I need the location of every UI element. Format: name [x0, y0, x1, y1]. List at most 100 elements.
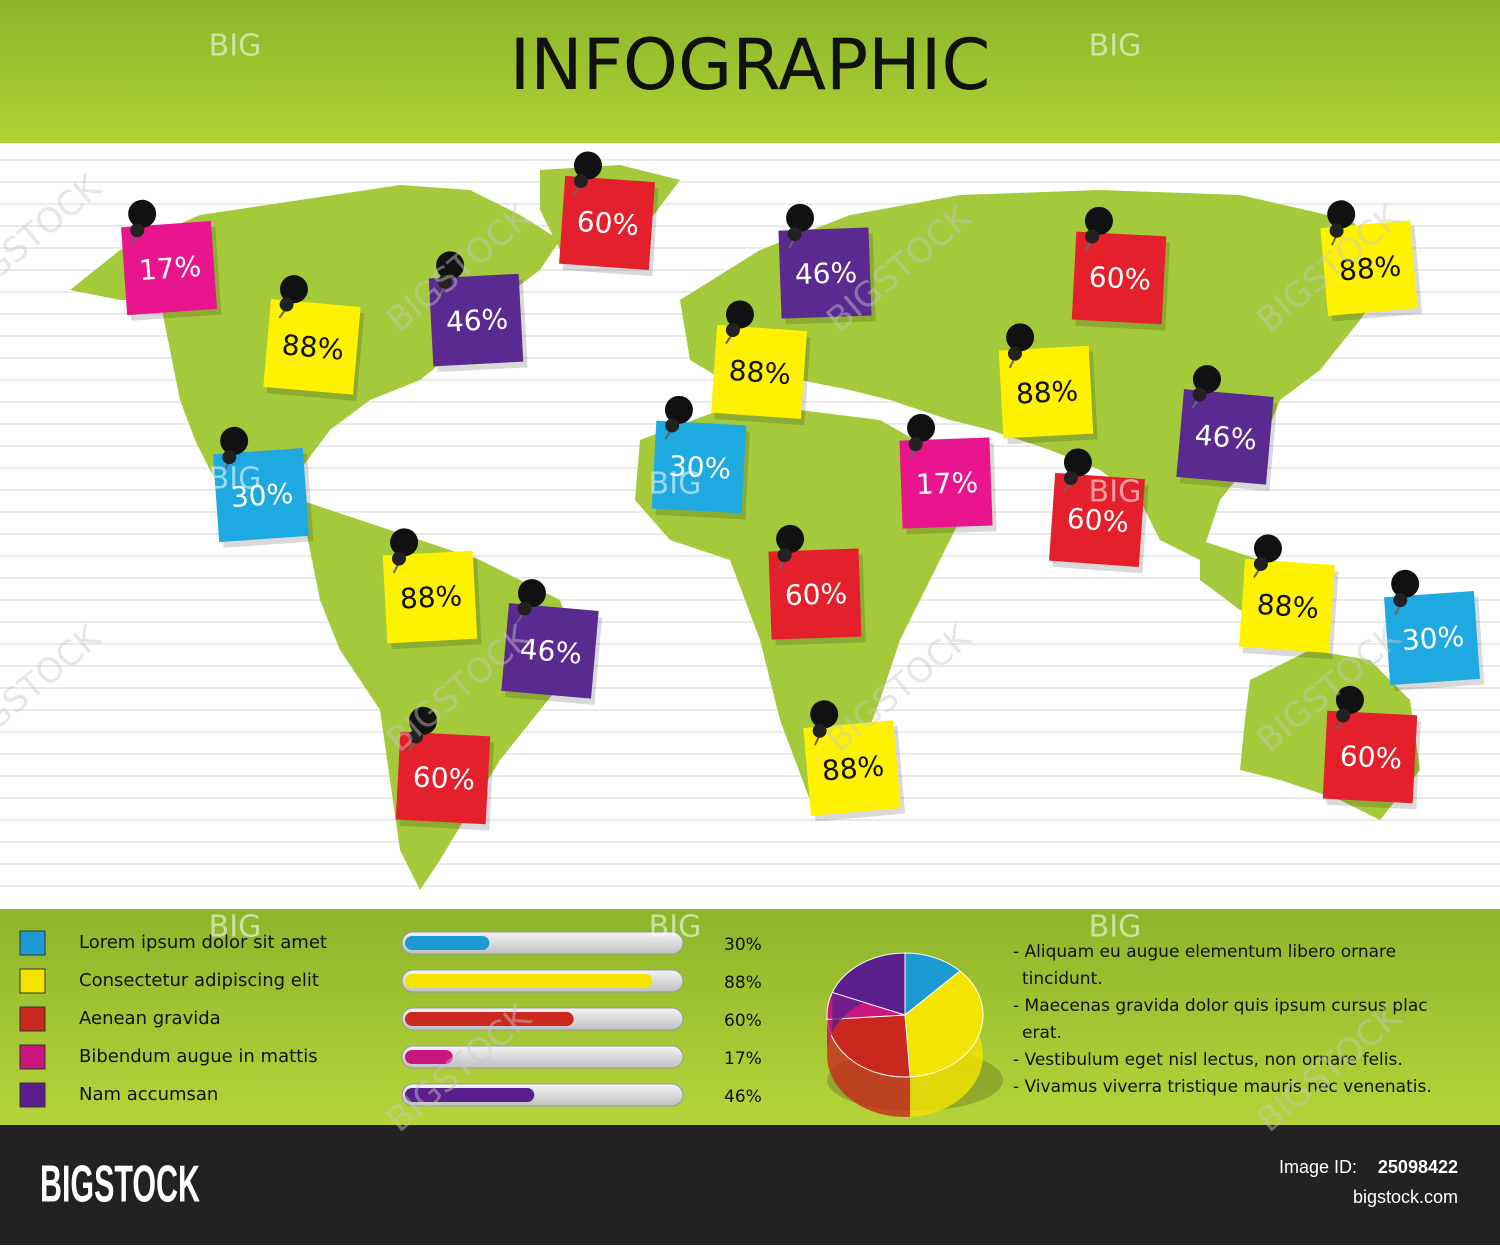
pin-base — [437, 274, 452, 289]
pin-head — [907, 413, 936, 442]
note-paper — [778, 227, 872, 319]
pin-head — [1335, 685, 1364, 714]
note-label: 88% — [1256, 588, 1320, 625]
legend-name: Nam accumsan — [79, 1084, 218, 1105]
image-id-label: Image ID: — [1279, 1157, 1357, 1177]
watermark: BIG — [649, 910, 702, 945]
note-label: 60% — [1066, 502, 1130, 539]
pin-base — [1085, 229, 1100, 244]
pin-base — [1007, 346, 1022, 361]
sticky-note: 46% — [1176, 365, 1278, 491]
pin-base — [130, 223, 145, 238]
pin-base — [279, 297, 294, 312]
pin-base — [1393, 593, 1408, 608]
legend-swatch — [19, 1082, 46, 1108]
note-label: 46% — [1194, 418, 1259, 456]
note-label: 88% — [1015, 374, 1079, 410]
note-paper — [395, 731, 491, 825]
footer-band — [0, 1125, 1500, 1245]
note-label: 46% — [794, 256, 857, 291]
note-paper — [711, 324, 807, 419]
note-paper — [899, 437, 993, 529]
note-label: 46% — [445, 302, 509, 338]
note-label: 88% — [1338, 249, 1403, 287]
note-paper — [998, 345, 1094, 439]
pin-head — [776, 524, 805, 553]
note-label: 88% — [399, 579, 463, 615]
pin-base — [391, 551, 406, 566]
note-paper — [559, 175, 655, 270]
pin-head — [664, 395, 693, 424]
watermark: BIG — [209, 462, 262, 497]
pin-base — [1192, 387, 1207, 402]
pin-base — [1063, 471, 1078, 486]
sticky-notes: 17% 88% 46% 60% 46% 60% 88% 88% 88% 46% 30% 30% 17% 6… — [121, 151, 1485, 831]
note-label: 46% — [519, 632, 584, 670]
pie-slice — [831, 952, 906, 1016]
note-paper — [1384, 591, 1480, 686]
bar-label: 88% — [724, 973, 762, 993]
note-label: 60% — [1339, 739, 1403, 775]
note-paper — [121, 221, 217, 316]
sticky-note: 60% — [1322, 685, 1421, 810]
pin-head — [810, 700, 839, 729]
sticky-note: 30% — [1384, 569, 1485, 691]
bar-label: 60% — [724, 1011, 762, 1031]
pin-base — [812, 723, 827, 738]
sticky-note: 60% — [559, 151, 659, 277]
sticky-note: 17% — [121, 199, 222, 321]
note-label: 60% — [784, 577, 847, 612]
note-paper — [1071, 231, 1167, 325]
note-paper — [651, 420, 747, 514]
bar-fill — [405, 936, 490, 950]
legend: Lorem ipsum dolor sit amet 30% Consectetur… — [19, 930, 762, 1108]
pin-base — [409, 729, 424, 744]
pin-base — [908, 437, 923, 452]
legend-name: Bibendum augue in mattis — [79, 1046, 318, 1067]
pin-base — [665, 418, 680, 433]
legend-swatch — [19, 968, 46, 994]
pin-base — [1336, 708, 1351, 723]
bar-label: 17% — [724, 1049, 762, 1069]
pin-base — [1329, 223, 1344, 238]
note-paper — [428, 273, 524, 367]
bullet-text: tincidunt. — [1022, 969, 1103, 989]
pin-base — [222, 450, 237, 465]
sticky-note: 88% — [1320, 200, 1423, 322]
header-band — [0, 0, 1500, 143]
legend-band — [0, 909, 1500, 1125]
pin-base — [517, 601, 532, 616]
legend-swatch — [19, 1006, 46, 1032]
legend-name: Lorem ipsum dolor sit amet — [79, 932, 327, 953]
bullet-list: - Aliquam eu augue elementum libero orna… — [1013, 942, 1432, 1097]
pin-base — [573, 174, 588, 189]
bullet-text: - Aliquam eu augue elementum libero orna… — [1013, 942, 1396, 962]
pin-head — [573, 151, 602, 180]
pin-head — [220, 426, 249, 455]
bullet-text: - Vestibulum eget nisl lectus, non ornar… — [1013, 1050, 1403, 1070]
pin-head — [1391, 569, 1420, 598]
sticky-note: 46% — [778, 203, 876, 325]
bar-label: 30% — [724, 935, 762, 955]
note-paper — [263, 299, 361, 395]
note-paper — [803, 720, 901, 816]
pin-head — [517, 579, 546, 608]
pin-head — [1192, 365, 1221, 394]
note-label: 60% — [412, 760, 476, 796]
pin-head — [1253, 534, 1282, 563]
pie-chart — [826, 952, 1003, 1118]
note-paper — [1322, 710, 1418, 804]
sticky-note: 46% — [501, 579, 603, 705]
legend-swatch — [19, 930, 46, 956]
bullet-text: - Vivamus viverra tristique mauris nec v… — [1013, 1077, 1432, 1097]
pie-slice — [904, 952, 961, 1017]
note-paper — [213, 448, 309, 543]
pin-head — [1063, 448, 1092, 477]
pin-head — [408, 706, 437, 735]
pin-head — [128, 199, 157, 228]
note-paper — [1320, 220, 1418, 316]
sticky-note: 88% — [263, 275, 365, 401]
sticky-note: 60% — [1049, 448, 1149, 574]
brand: BIGSTOCK — [40, 1156, 200, 1214]
